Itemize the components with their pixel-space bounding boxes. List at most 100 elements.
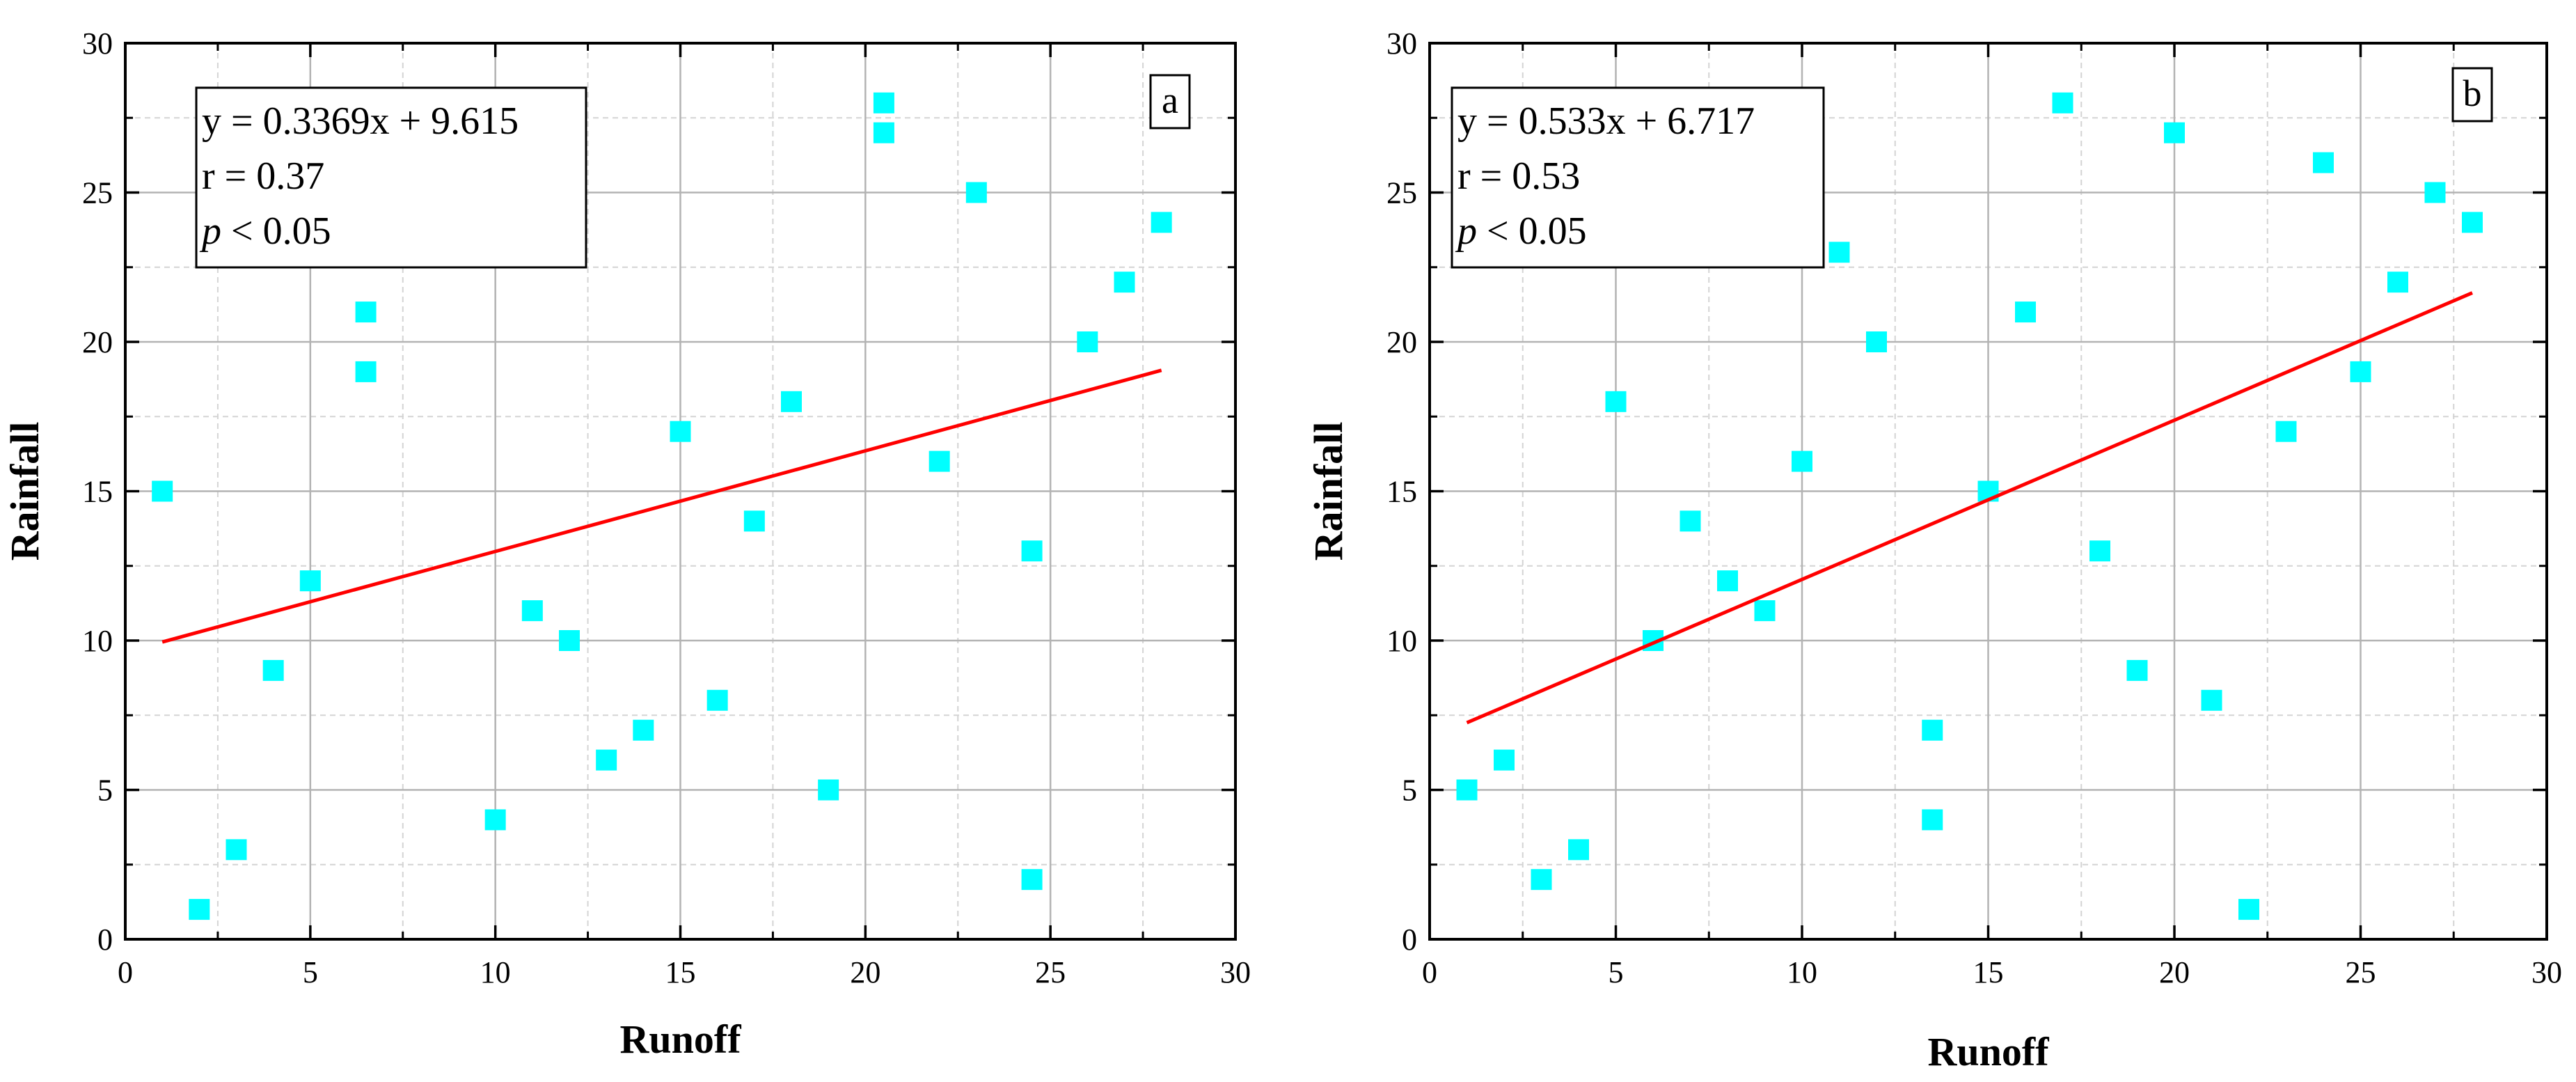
data-point — [1151, 212, 1172, 233]
data-point — [2350, 361, 2371, 382]
equation-box — [1451, 86, 1825, 269]
data-point — [1680, 510, 1701, 532]
data-point — [929, 450, 950, 472]
data-point — [2424, 182, 2446, 203]
data-point — [1828, 242, 1850, 263]
x-tick-label: 0 — [1422, 955, 1437, 989]
data-point — [743, 510, 765, 532]
data-point — [1494, 749, 1515, 771]
data-point — [1922, 719, 1943, 741]
data-point — [1114, 272, 1135, 293]
data-point — [226, 839, 247, 861]
x-tick-label: 20 — [2159, 955, 2190, 989]
data-point — [2238, 899, 2259, 920]
data-point — [262, 659, 284, 681]
data-point — [2201, 689, 2222, 711]
data-point — [2387, 272, 2408, 293]
data-point — [633, 719, 654, 741]
data-point — [2052, 92, 2073, 113]
x-tick-label: 10 — [1787, 955, 1817, 989]
data-point — [1792, 450, 1812, 472]
p-symbol: p — [1455, 210, 1477, 253]
y-tick-label: 15 — [82, 475, 113, 509]
y-axis-title: Rainfall — [2, 422, 47, 561]
data-point — [1021, 540, 1043, 562]
x-tick-label: 5 — [1609, 955, 1624, 989]
y-axis-title: Rainfall — [1306, 422, 1351, 561]
data-point — [2164, 122, 2185, 143]
x-tick-label: 20 — [850, 955, 880, 989]
p-threshold: < 0.05 — [221, 210, 331, 253]
x-axis-title: Runoff — [1927, 1029, 2049, 1074]
x-tick-label: 10 — [480, 955, 511, 989]
data-point — [2462, 212, 2483, 233]
correlation-r: r = 0.53 — [1457, 155, 1580, 198]
data-point — [559, 630, 580, 651]
data-point — [2126, 659, 2148, 681]
data-point — [1456, 779, 1478, 801]
panel-label: a — [1162, 79, 1178, 121]
y-tick-label: 0 — [1402, 923, 1417, 957]
x-axis-title: Runoff — [619, 1017, 741, 1062]
x-tick-label: 15 — [665, 955, 696, 989]
data-point — [2275, 421, 2297, 442]
data-point — [1568, 839, 1589, 861]
data-point — [299, 570, 321, 592]
data-point — [965, 182, 987, 203]
data-point — [781, 391, 802, 412]
x-tick-label: 0 — [118, 955, 133, 989]
data-point — [1754, 600, 1776, 622]
x-tick-label: 25 — [2346, 955, 2376, 989]
y-tick-label: 15 — [1386, 475, 1417, 509]
data-point — [1531, 869, 1552, 891]
data-point — [355, 301, 377, 323]
y-tick-label: 10 — [82, 624, 113, 658]
data-point — [1866, 331, 1887, 352]
x-tick-label: 30 — [1220, 955, 1251, 989]
y-tick-label: 30 — [82, 26, 113, 61]
p-value: p < 0.05 — [199, 210, 331, 253]
data-point — [2313, 152, 2334, 173]
equation-box — [195, 86, 587, 269]
panel-label: b — [2463, 72, 2482, 114]
data-point — [596, 749, 617, 771]
fit-equation: y = 0.533x + 6.717 — [1457, 100, 1755, 143]
data-point — [152, 480, 173, 502]
y-tick-label: 0 — [97, 923, 113, 957]
data-point — [521, 600, 543, 622]
data-point — [873, 122, 894, 143]
y-tick-label: 20 — [1386, 325, 1417, 359]
data-point — [484, 809, 506, 831]
data-point — [1922, 809, 1943, 831]
data-point — [355, 361, 377, 382]
data-point — [818, 779, 839, 801]
panel-label-box — [2451, 67, 2493, 123]
correlation-r: r = 0.37 — [202, 155, 324, 198]
p-threshold: < 0.05 — [1477, 210, 1587, 253]
y-tick-label: 5 — [97, 774, 113, 808]
data-point — [2089, 540, 2110, 562]
panel-label-box — [1149, 74, 1191, 130]
data-point — [1077, 331, 1098, 352]
y-tick-label: 30 — [1386, 26, 1417, 61]
panel-b-scatter-chart: 0 5 10 15 20 25 30 0 5 10 15 20 25 30 Runoff Rainfall y … — [1306, 26, 2562, 1074]
data-point — [1605, 391, 1627, 412]
data-point — [1717, 570, 1738, 592]
x-tick-label: 25 — [1035, 955, 1066, 989]
fit-line — [161, 368, 1162, 644]
p-value: p < 0.05 — [1455, 210, 1587, 253]
panel-a-scatter-chart: 0 5 10 15 20 25 30 0 5 10 15 20 25 30 Runoff Rainfall y … — [2, 26, 1251, 1062]
y-tick-label: 20 — [82, 325, 113, 359]
data-point — [873, 92, 894, 113]
x-tick-label: 30 — [2531, 955, 2562, 989]
data-point — [670, 421, 691, 442]
data-point — [189, 899, 210, 920]
y-tick-label: 5 — [1402, 774, 1417, 808]
fit-equation: y = 0.3369x + 9.615 — [202, 100, 519, 143]
y-tick-label: 10 — [1386, 624, 1417, 658]
fit-line — [1466, 291, 2473, 725]
p-symbol: p — [199, 210, 221, 253]
data-point — [2015, 301, 2036, 323]
y-tick-label: 25 — [82, 176, 113, 210]
